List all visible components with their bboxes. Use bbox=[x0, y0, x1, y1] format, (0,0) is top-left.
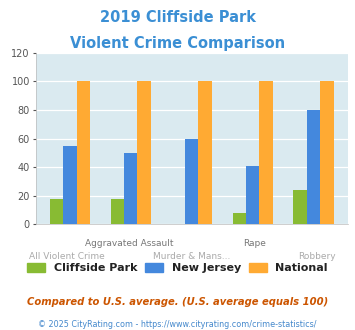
Bar bbox=[294, 190, 307, 224]
Text: Murder & Mans...: Murder & Mans... bbox=[153, 252, 230, 261]
Bar bbox=[198, 82, 212, 224]
Text: Compared to U.S. average. (U.S. average equals 100): Compared to U.S. average. (U.S. average … bbox=[27, 297, 328, 307]
Bar bbox=[63, 146, 77, 224]
Bar bbox=[233, 213, 246, 224]
Legend: Cliffside Park, New Jersey, National: Cliffside Park, New Jersey, National bbox=[27, 263, 328, 273]
Bar bbox=[185, 139, 198, 224]
Text: 2019 Cliffside Park: 2019 Cliffside Park bbox=[99, 10, 256, 25]
Bar bbox=[124, 153, 137, 224]
Bar bbox=[50, 199, 63, 224]
Bar bbox=[137, 82, 151, 224]
Bar bbox=[77, 82, 90, 224]
Text: Aggravated Assault: Aggravated Assault bbox=[85, 239, 174, 248]
Text: Rape: Rape bbox=[243, 239, 266, 248]
Bar bbox=[111, 199, 124, 224]
Text: Robbery: Robbery bbox=[298, 252, 335, 261]
Bar bbox=[320, 82, 334, 224]
Bar bbox=[246, 166, 260, 224]
Bar bbox=[260, 82, 273, 224]
Bar bbox=[307, 110, 320, 224]
Text: © 2025 CityRating.com - https://www.cityrating.com/crime-statistics/: © 2025 CityRating.com - https://www.city… bbox=[38, 320, 317, 329]
Text: Violent Crime Comparison: Violent Crime Comparison bbox=[70, 36, 285, 51]
Text: All Violent Crime: All Violent Crime bbox=[29, 252, 105, 261]
